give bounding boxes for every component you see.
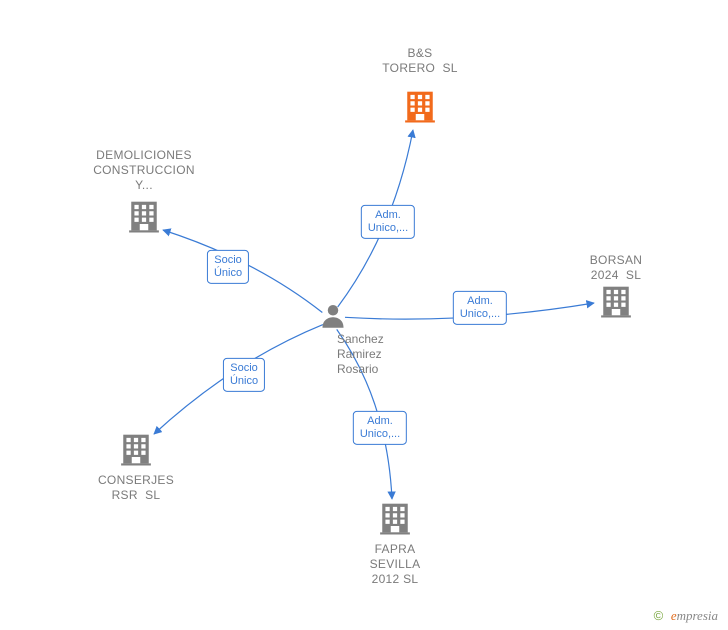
- node-label: B&S TORERO SL: [382, 46, 457, 76]
- building-icon: [119, 432, 153, 471]
- building-icon: [403, 89, 437, 128]
- footer-attribution: © empresia: [654, 608, 718, 624]
- copyright-symbol: ©: [654, 608, 664, 623]
- node-label: BORSAN 2024 SL: [590, 253, 642, 283]
- building-icon: [127, 199, 161, 238]
- edge-label: Adm. Unico,...: [353, 411, 407, 445]
- edge-label: Socio Único: [223, 358, 265, 392]
- node-label: FAPRA SEVILLA 2012 SL: [370, 542, 421, 587]
- diagram-canvas: Sanchez Ramirez Rosario B&S TORERO SL BO…: [0, 0, 728, 630]
- node-label: DEMOLICIONES CONSTRUCCION Y...: [93, 148, 195, 193]
- brand-rest: mpresia: [677, 608, 718, 623]
- edge-label: Adm. Unico,...: [453, 291, 507, 325]
- edge-label: Socio Único: [207, 250, 249, 284]
- center-node-label: Sanchez Ramirez Rosario: [337, 332, 384, 377]
- building-icon: [599, 284, 633, 323]
- person-icon: [319, 302, 347, 335]
- building-icon: [378, 501, 412, 540]
- node-label: CONSERJES RSR SL: [98, 473, 174, 503]
- edge-label: Adm. Unico,...: [361, 205, 415, 239]
